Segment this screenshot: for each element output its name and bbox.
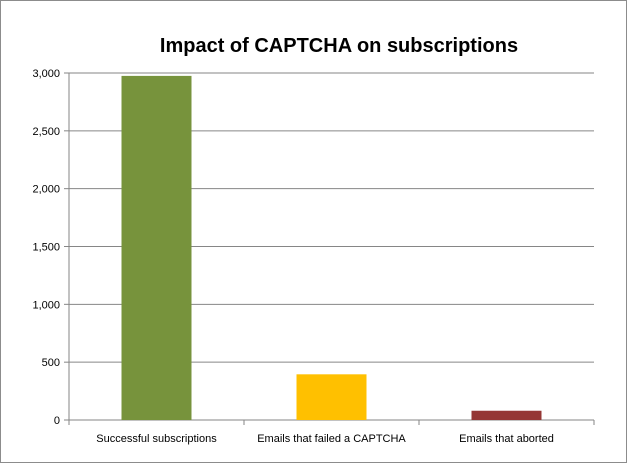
- bar-2: [296, 374, 367, 420]
- bar-3: [471, 410, 542, 420]
- y-tick-label: 500: [42, 357, 60, 369]
- axis-labels: 0 500 1,000 1,500 2,000 2,500 3,000 Successful …: [32, 68, 553, 445]
- y-tick-label: 2,000: [32, 184, 60, 196]
- y-tick-label: 3,000: [32, 68, 60, 80]
- x-category-label: Emails that aborted: [459, 433, 554, 445]
- bars: [121, 75, 542, 421]
- bar-1: [121, 75, 192, 421]
- y-tick-label: 1,500: [32, 242, 60, 254]
- x-category-label: Successful subscriptions: [96, 433, 217, 445]
- x-category-label: Emails that failed a CAPTCHA: [257, 433, 406, 445]
- y-tick-label: 1,000: [32, 299, 60, 311]
- chart-title: Impact of CAPTCHA on subscriptions: [160, 35, 518, 57]
- y-tick-label: 0: [54, 415, 60, 427]
- y-tick-label: 2,500: [32, 126, 60, 138]
